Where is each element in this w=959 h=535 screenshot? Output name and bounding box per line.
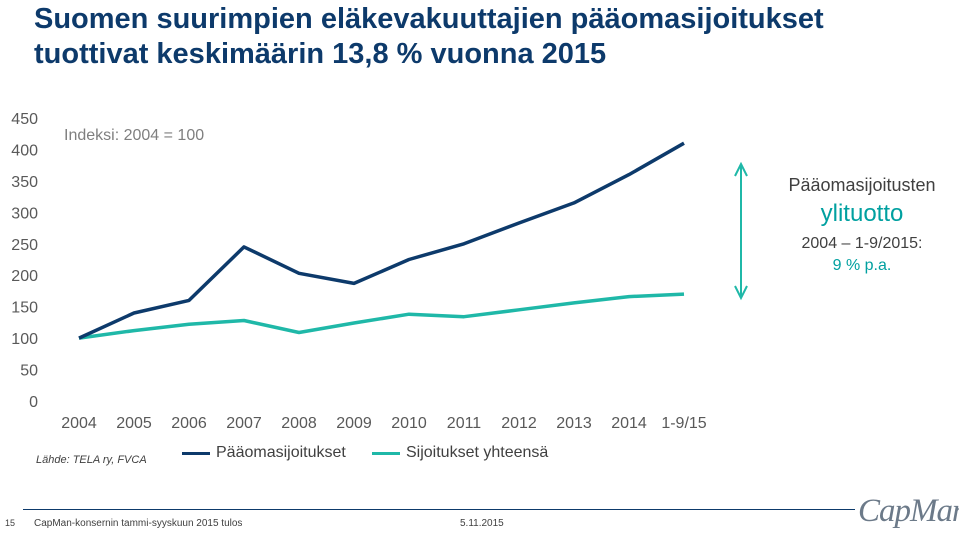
y-tick-label: 350 — [11, 174, 38, 191]
range-arrow — [734, 161, 748, 301]
x-tick-label: 2005 — [116, 415, 152, 432]
y-tick-label: 400 — [11, 142, 38, 159]
footer: 15 CapMan-konsernin tammi-syyskuun 2015 … — [0, 509, 959, 535]
capman-logo: CapMan — [858, 493, 959, 529]
y-tick-label: 250 — [11, 237, 38, 254]
y-tick-label: 450 — [11, 111, 38, 128]
side-note-rate: 9 % p.a. — [832, 257, 892, 274]
y-tick-label: 50 — [20, 363, 38, 380]
x-tick-label: 2014 — [611, 415, 647, 432]
x-tick-label: 2013 — [556, 415, 592, 432]
y-axis-ticks: 0 50 100 150 200 250 300 350 400 450 — [11, 111, 38, 411]
x-tick-label: 1-9/15 — [661, 415, 706, 432]
legend-item-series-2: Sijoitukset yhteensä — [372, 444, 548, 462]
y-tick-label: 150 — [11, 300, 38, 317]
x-tick-label: 2008 — [281, 415, 317, 432]
footer-divider — [23, 509, 855, 510]
legend-swatch — [182, 451, 210, 455]
legend-item-series-1: Pääomasijoitukset — [182, 444, 346, 462]
legend-swatch — [372, 451, 400, 455]
series-layer — [78, 141, 685, 340]
y-tick-label: 0 — [29, 394, 38, 411]
legend-label: Sijoitukset yhteensä — [406, 444, 549, 461]
x-tick-label: 2004 — [61, 415, 97, 432]
series-line-1 — [78, 141, 685, 340]
page-title: Suomen suurimpien eläkevakuuttajien pääo… — [34, 2, 934, 72]
y-tick-label: 300 — [11, 205, 38, 222]
index-annotation: Indeksi: 2004 = 100 — [64, 127, 204, 144]
footer-text: CapMan-konsernin tammi-syyskuun 2015 tul… — [34, 518, 243, 529]
x-tick-label: 2012 — [501, 415, 537, 432]
x-tick-label: 2009 — [336, 415, 372, 432]
side-note-highlight: ylituotto — [820, 200, 904, 227]
x-tick-label: 2011 — [447, 415, 482, 432]
title-line-2: tuottivat keskimäärin 13,8 % vuonna 2015 — [34, 38, 607, 70]
y-tick-label: 100 — [11, 331, 38, 348]
x-tick-label: 2006 — [171, 415, 207, 432]
series-line-2 — [78, 292, 685, 340]
side-note-title: Pääomasijoitusten — [788, 175, 936, 195]
x-tick-label: 2010 — [391, 415, 427, 432]
page-number: 15 — [4, 518, 15, 528]
y-tick-label: 200 — [11, 268, 38, 285]
title-line-1: Suomen suurimpien eläkevakuuttajien pääo… — [34, 3, 824, 35]
source-note: Lähde: TELA ry, FVCA — [36, 454, 147, 466]
x-tick-label: 2007 — [226, 415, 262, 432]
legend-label: Pääomasijoitukset — [216, 444, 346, 461]
x-axis-ticks: 2004 2005 2006 2007 2008 2009 2010 2011 2012 2013… — [61, 415, 707, 432]
footer-date: 5.11.2015 — [460, 518, 504, 529]
side-note-range: 2004 – 1-9/2015: — [801, 235, 923, 252]
